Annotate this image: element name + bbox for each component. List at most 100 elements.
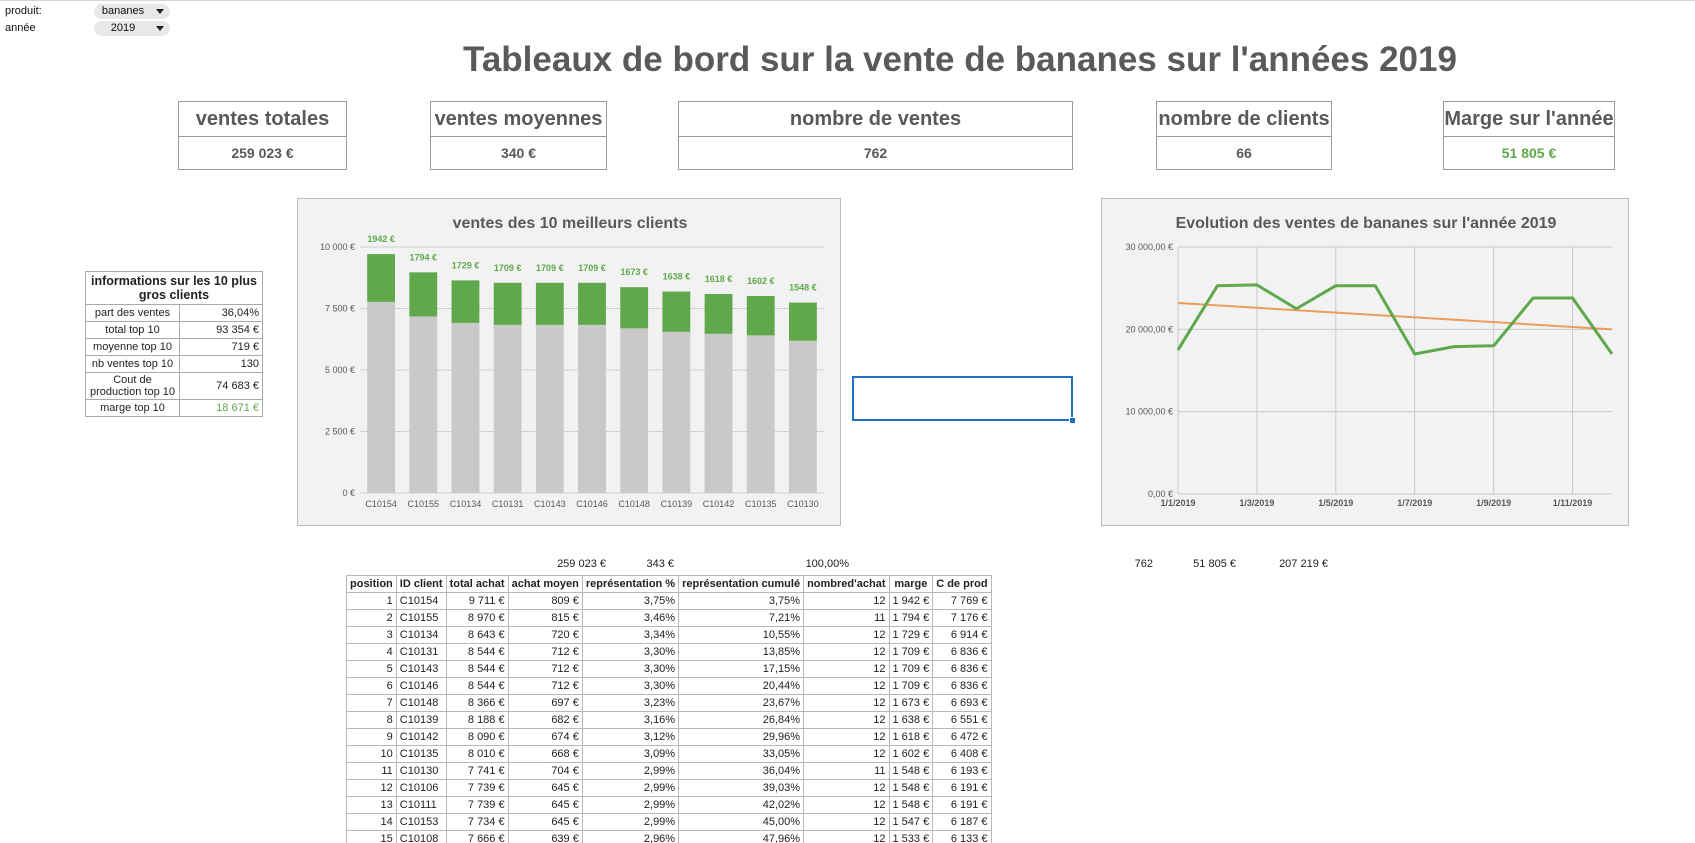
cell-achat-moyen[interactable]: 674 €: [507, 728, 583, 746]
cell-position[interactable]: 15: [346, 830, 397, 843]
kpi-nombre-de-ventes[interactable]: nombre de ventes 762: [678, 101, 1073, 170]
cell-total-achat[interactable]: 8 010 €: [445, 745, 509, 763]
cell-achat-moyen[interactable]: 668 €: [507, 745, 583, 763]
cell-representation[interactable]: 2,96%: [581, 830, 680, 843]
col-header-achat-moyen[interactable]: achat moyen: [507, 575, 583, 593]
kpi-ventes-moyennes[interactable]: ventes moyennes 340 €: [430, 101, 607, 170]
cell-position[interactable]: 14: [346, 813, 397, 831]
cell-nombre-achat[interactable]: 12: [803, 592, 890, 610]
cell-marge[interactable]: 1 548 €: [888, 762, 934, 780]
cell-representation[interactable]: 3,30%: [581, 643, 680, 661]
cell-position[interactable]: 13: [346, 796, 397, 814]
cell-marge[interactable]: 1 548 €: [888, 796, 934, 814]
cell-c-de-prod[interactable]: 6 472 €: [932, 728, 992, 746]
cell-id-client[interactable]: C10139: [395, 711, 447, 729]
cell-position[interactable]: 2: [346, 609, 397, 627]
cell-marge[interactable]: 1 533 €: [888, 830, 934, 843]
col-header-nombre-achat[interactable]: nombred'achat: [803, 575, 890, 593]
cell-nombre-achat[interactable]: 12: [803, 830, 890, 843]
cell-marge[interactable]: 1 638 €: [888, 711, 934, 729]
kpi-nombre-de-clients[interactable]: nombre de clients 66: [1156, 101, 1332, 170]
table-row[interactable]: 11 C10130 7 741 €704 €2,99% 36,04% 11 1 548 €…: [346, 762, 992, 780]
chevron-down-icon[interactable]: [156, 26, 164, 31]
cell-position[interactable]: 10: [346, 745, 397, 763]
table-row[interactable]: 9 C10142 8 090 €674 €3,12% 29,96% 12 1 618 €6…: [346, 728, 992, 746]
cell-representation[interactable]: 3,23%: [581, 694, 680, 712]
cell-nombre-achat[interactable]: 12: [803, 694, 890, 712]
cell-position[interactable]: 9: [346, 728, 397, 746]
cell-achat-moyen[interactable]: 815 €: [507, 609, 583, 627]
cell-marge[interactable]: 1 709 €: [888, 660, 934, 678]
cell-total-achat[interactable]: 8 970 €: [445, 609, 509, 627]
cell-position[interactable]: 3: [346, 626, 397, 644]
cell-c-de-prod[interactable]: 7 769 €: [932, 592, 992, 610]
cell-id-client[interactable]: C10154: [395, 592, 447, 610]
cell-position[interactable]: 5: [346, 660, 397, 678]
cell-id-client[interactable]: C10108: [395, 830, 447, 843]
col-header-representation-cumule[interactable]: représentation cumulé: [678, 575, 805, 593]
cell-representation[interactable]: 3,75%: [581, 592, 680, 610]
col-header-total-achat[interactable]: total achat: [445, 575, 509, 593]
cell-achat-moyen[interactable]: 704 €: [507, 762, 583, 780]
cell-representation[interactable]: 3,09%: [581, 745, 680, 763]
cell-c-de-prod[interactable]: 6 836 €: [932, 643, 992, 661]
table-row[interactable]: 8 C10139 8 188 €682 €3,16% 26,84% 12 1 638 €6…: [346, 711, 992, 729]
cell-marge[interactable]: 1 673 €: [888, 694, 934, 712]
cell-representation-cumule[interactable]: 20,44%: [678, 677, 805, 695]
cell-total-achat[interactable]: 7 739 €: [445, 796, 509, 814]
cell-marge[interactable]: 1 618 €: [888, 728, 934, 746]
cell-nombre-achat[interactable]: 12: [803, 796, 890, 814]
cell-nombre-achat[interactable]: 11: [803, 762, 890, 780]
cell-c-de-prod[interactable]: 6 836 €: [932, 660, 992, 678]
table-row[interactable]: 6 C10146 8 544 €712 €3,30% 20,44% 12 1 709 €6…: [346, 677, 992, 695]
cell-position[interactable]: 6: [346, 677, 397, 695]
cell-nombre-achat[interactable]: 11: [803, 609, 890, 627]
cell-achat-moyen[interactable]: 712 €: [507, 677, 583, 695]
cell-id-client[interactable]: C10135: [395, 745, 447, 763]
cell-achat-moyen[interactable]: 809 €: [507, 592, 583, 610]
table-row[interactable]: 2 C10155 8 970 €815 €3,46% 7,21% 11 1 794 €7 …: [346, 609, 992, 627]
cell-marge[interactable]: 1 729 €: [888, 626, 934, 644]
col-header-position[interactable]: position: [346, 575, 397, 593]
cell-total-achat[interactable]: 7 741 €: [445, 762, 509, 780]
table-row[interactable]: 5 C10143 8 544 €712 €3,30% 17,15% 12 1 709 €6…: [346, 660, 992, 678]
cell-achat-moyen[interactable]: 645 €: [507, 796, 583, 814]
cell-c-de-prod[interactable]: 6 133 €: [932, 830, 992, 843]
cell-representation-cumule[interactable]: 10,55%: [678, 626, 805, 644]
cell-marge[interactable]: 1 547 €: [888, 813, 934, 831]
cell-representation[interactable]: 3,16%: [581, 711, 680, 729]
cell-nombre-achat[interactable]: 12: [803, 745, 890, 763]
info-row[interactable]: part des ventes 36,04%: [85, 304, 263, 322]
table-row[interactable]: 12 C10106 7 739 €645 €2,99% 39,03% 12 1 548 €…: [346, 779, 992, 797]
cell-achat-moyen[interactable]: 639 €: [507, 830, 583, 843]
table-row[interactable]: 13 C10111 7 739 €645 €2,99% 42,02% 12 1 548 €…: [346, 796, 992, 814]
cell-position[interactable]: 1: [346, 592, 397, 610]
cell-representation-cumule[interactable]: 47,96%: [678, 830, 805, 843]
table-row[interactable]: 7 C10148 8 366 €697 €3,23% 23,67% 12 1 673 €6…: [346, 694, 992, 712]
cell-c-de-prod[interactable]: 6 836 €: [932, 677, 992, 695]
cell-c-de-prod[interactable]: 6 191 €: [932, 779, 992, 797]
info-row[interactable]: marge top 10 18 671 €: [85, 399, 263, 417]
cell-id-client[interactable]: C10148: [395, 694, 447, 712]
summary-total-achat[interactable]: 259 023 €: [557, 558, 606, 570]
produit-dropdown[interactable]: bananes: [94, 4, 170, 19]
selected-cell[interactable]: [852, 376, 1073, 421]
cell-c-de-prod[interactable]: 6 191 €: [932, 796, 992, 814]
cell-id-client[interactable]: C10146: [395, 677, 447, 695]
cell-representation-cumule[interactable]: 45,00%: [678, 813, 805, 831]
cell-marge[interactable]: 1 794 €: [888, 609, 934, 627]
cell-position[interactable]: 8: [346, 711, 397, 729]
cell-representation[interactable]: 3,30%: [581, 660, 680, 678]
info-row[interactable]: nb ventes top 10 130: [85, 355, 263, 373]
cell-c-de-prod[interactable]: 6 187 €: [932, 813, 992, 831]
cell-position[interactable]: 4: [346, 643, 397, 661]
cell-nombre-achat[interactable]: 12: [803, 711, 890, 729]
cell-representation[interactable]: 2,99%: [581, 813, 680, 831]
summary-marge[interactable]: 51 805 €: [1193, 558, 1236, 570]
table-row[interactable]: 4 C10131 8 544 €712 €3,30% 13,85% 12 1 709 €6…: [346, 643, 992, 661]
cell-achat-moyen[interactable]: 645 €: [507, 779, 583, 797]
summary-achat-moyen[interactable]: 343 €: [646, 558, 674, 570]
cell-representation-cumule[interactable]: 3,75%: [678, 592, 805, 610]
cell-total-achat[interactable]: 8 544 €: [445, 643, 509, 661]
cell-id-client[interactable]: C10106: [395, 779, 447, 797]
